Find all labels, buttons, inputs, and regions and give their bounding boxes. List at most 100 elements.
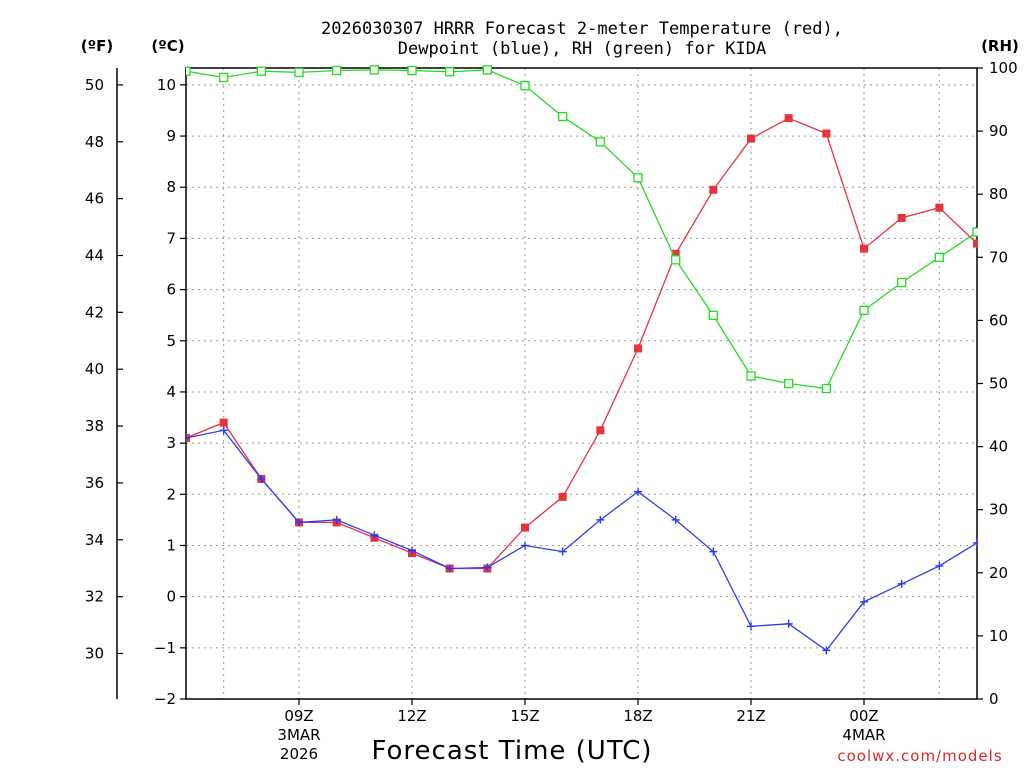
celsius-tick-label: 10 bbox=[157, 76, 176, 94]
rh-point bbox=[671, 255, 681, 265]
rh-tick-label: 100 bbox=[989, 59, 1018, 77]
celsius-tick-label: 4 bbox=[166, 383, 176, 401]
rh-point bbox=[859, 305, 869, 315]
fahrenheit-tick-label: 34 bbox=[85, 531, 104, 549]
rh-point bbox=[256, 66, 266, 76]
dewpoint-point bbox=[483, 563, 492, 572]
credit-link[interactable]: coolwx.com/models bbox=[837, 747, 1002, 765]
celsius-unit-label: (ºC) bbox=[151, 37, 184, 55]
x-tick-label: 09Z bbox=[284, 707, 313, 725]
dewpoint-point bbox=[822, 646, 831, 655]
rh-point bbox=[708, 310, 718, 321]
fahrenheit-tick-label: 38 bbox=[85, 417, 104, 435]
rh-point bbox=[821, 383, 831, 394]
dewpoint-point bbox=[219, 426, 228, 435]
dewpoint-point bbox=[897, 579, 906, 588]
rh-point bbox=[294, 67, 304, 78]
dewpoint-point bbox=[634, 487, 642, 496]
dewpoint-point bbox=[521, 541, 529, 550]
dewpoint-point bbox=[860, 597, 868, 606]
dewpoint-point bbox=[408, 546, 416, 555]
dewpoint-point bbox=[186, 434, 190, 443]
dewpoint-line bbox=[186, 429, 978, 652]
fahrenheit-tick-label: 30 bbox=[85, 645, 104, 663]
temperature-point bbox=[634, 344, 642, 353]
fahrenheit-tick-label: 44 bbox=[85, 246, 104, 264]
temperature-point bbox=[671, 249, 680, 258]
rh-point bbox=[369, 65, 379, 75]
temperature-point bbox=[860, 244, 868, 253]
rh-tick-label: 30 bbox=[989, 501, 1008, 519]
celsius-tick-label: 3 bbox=[166, 434, 176, 452]
dewpoint-point bbox=[784, 619, 793, 628]
celsius-tick-label: 8 bbox=[166, 178, 176, 196]
temperature-point bbox=[596, 426, 605, 435]
fahrenheit-tick-label: 32 bbox=[85, 588, 104, 606]
rh-tick-label: 20 bbox=[989, 564, 1008, 582]
tick-labels: −2−1012345678910303234363840424446485001… bbox=[85, 59, 1018, 763]
rh-tick-label: 90 bbox=[989, 122, 1008, 140]
dewpoint-point bbox=[973, 538, 978, 547]
chart-title-line-2: Dewpoint (blue), RH (green) for KIDA bbox=[398, 39, 766, 59]
chart-axes bbox=[116, 67, 983, 705]
rh-tick-label: 40 bbox=[989, 438, 1008, 456]
rh-tick-label: 10 bbox=[989, 627, 1008, 645]
rh-point bbox=[595, 137, 605, 147]
rh-point bbox=[784, 378, 794, 389]
rh-point bbox=[897, 277, 907, 288]
rh-tick-label: 80 bbox=[989, 185, 1008, 203]
dewpoint-point bbox=[747, 622, 755, 631]
rh-point bbox=[746, 371, 756, 381]
celsius-tick-label: 9 bbox=[166, 127, 176, 145]
temperature-point bbox=[558, 492, 567, 501]
temperature-point bbox=[935, 203, 944, 212]
rh-line bbox=[186, 69, 978, 390]
temperature-line bbox=[186, 117, 978, 570]
fahrenheit-tick-label: 40 bbox=[85, 360, 104, 378]
rh-point bbox=[445, 67, 455, 77]
rh-tick-label: 70 bbox=[989, 248, 1008, 266]
x-tick-date-label: 3MAR bbox=[277, 726, 320, 744]
grid-lines bbox=[186, 68, 977, 699]
x-tick-date-label: 4MAR bbox=[842, 726, 885, 744]
celsius-tick-label: 6 bbox=[166, 281, 176, 299]
temperature-point bbox=[219, 418, 228, 427]
fahrenheit-unit-label: (ºF) bbox=[81, 37, 113, 55]
rh-point bbox=[558, 111, 568, 122]
rh-unit-label: (RH) bbox=[981, 37, 1019, 55]
dewpoint-point bbox=[370, 531, 379, 540]
dewpoint-point bbox=[295, 518, 303, 527]
celsius-tick-label: 5 bbox=[166, 332, 176, 350]
celsius-tick-label: −1 bbox=[154, 639, 176, 657]
temperature-point bbox=[784, 114, 793, 123]
x-tick-year-label: 2026 bbox=[280, 745, 318, 763]
dewpoint-point bbox=[671, 515, 680, 524]
data-series bbox=[186, 65, 978, 655]
dewpoint-point bbox=[935, 561, 944, 570]
dewpoint-point bbox=[596, 515, 605, 524]
dewpoint-point bbox=[332, 515, 341, 524]
chart-title-line-1: 2026030307 HRRR Forecast 2-meter Tempera… bbox=[321, 19, 843, 39]
fahrenheit-tick-label: 46 bbox=[85, 190, 104, 208]
rh-point bbox=[332, 65, 342, 76]
fahrenheit-tick-label: 36 bbox=[85, 474, 104, 492]
dewpoint-point bbox=[558, 547, 567, 556]
x-tick-label: 00Z bbox=[849, 707, 878, 725]
celsius-tick-label: −2 bbox=[154, 690, 176, 708]
x-tick-label: 21Z bbox=[736, 707, 765, 725]
fahrenheit-tick-label: 48 bbox=[85, 133, 104, 151]
temperature-point bbox=[897, 213, 906, 222]
x-axis-label: Forecast Time (UTC) bbox=[371, 736, 652, 766]
rh-tick-label: 0 bbox=[989, 690, 999, 708]
rh-point bbox=[407, 65, 417, 76]
dewpoint-point bbox=[709, 547, 718, 556]
x-tick-label: 18Z bbox=[623, 707, 652, 725]
rh-point bbox=[482, 65, 492, 75]
fahrenheit-tick-label: 42 bbox=[85, 303, 104, 321]
rh-point bbox=[633, 173, 643, 183]
plot-frame bbox=[185, 67, 978, 700]
rh-tick-label: 50 bbox=[989, 375, 1008, 393]
temperature-point bbox=[973, 239, 978, 248]
temperature-point bbox=[709, 185, 718, 194]
